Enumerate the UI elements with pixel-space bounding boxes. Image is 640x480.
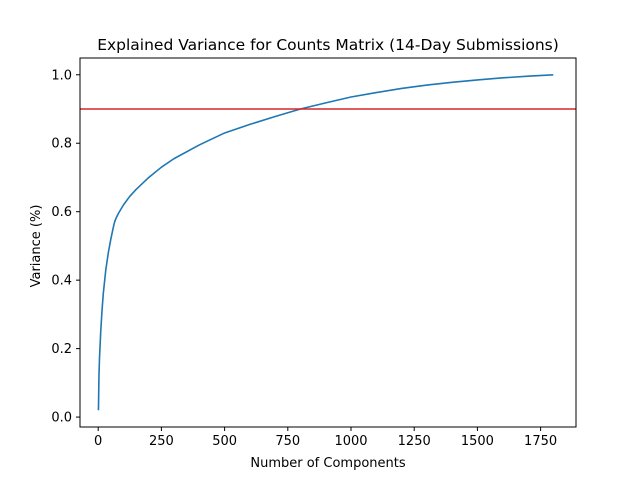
- y-tick-label: 0.2: [51, 342, 72, 357]
- x-tick-label: 0: [94, 434, 102, 449]
- y-tick-label: 0.8: [51, 137, 72, 152]
- y-axis-title: Variance (%): [29, 205, 44, 288]
- x-tick-label: 1750: [524, 434, 557, 449]
- x-axis-title: Number of Components: [250, 456, 405, 471]
- x-tick-label: 1000: [334, 434, 367, 449]
- y-tick-label: 1.0: [51, 68, 72, 83]
- chart-title: Explained Variance for Counts Matrix (14…: [97, 36, 559, 54]
- y-tick-label: 0.6: [51, 205, 72, 220]
- plot-area: [80, 73, 576, 411]
- x-tick-label: 250: [149, 434, 174, 449]
- x-tick-label: 750: [275, 434, 300, 449]
- y-tick-label: 0.4: [51, 274, 72, 289]
- variance-line: [97, 73, 554, 411]
- x-tick-label: 1250: [398, 434, 431, 449]
- y-tick-label: 0.0: [51, 411, 72, 426]
- plot-frame: [79, 57, 577, 428]
- x-tick-label: 500: [212, 434, 237, 449]
- x-tick-label: 1500: [461, 434, 494, 449]
- axis-ticks: 0 250 500 750 1000 1250 1500 1750 0.0 0.2 0.4 0.6 0.…: [51, 68, 557, 449]
